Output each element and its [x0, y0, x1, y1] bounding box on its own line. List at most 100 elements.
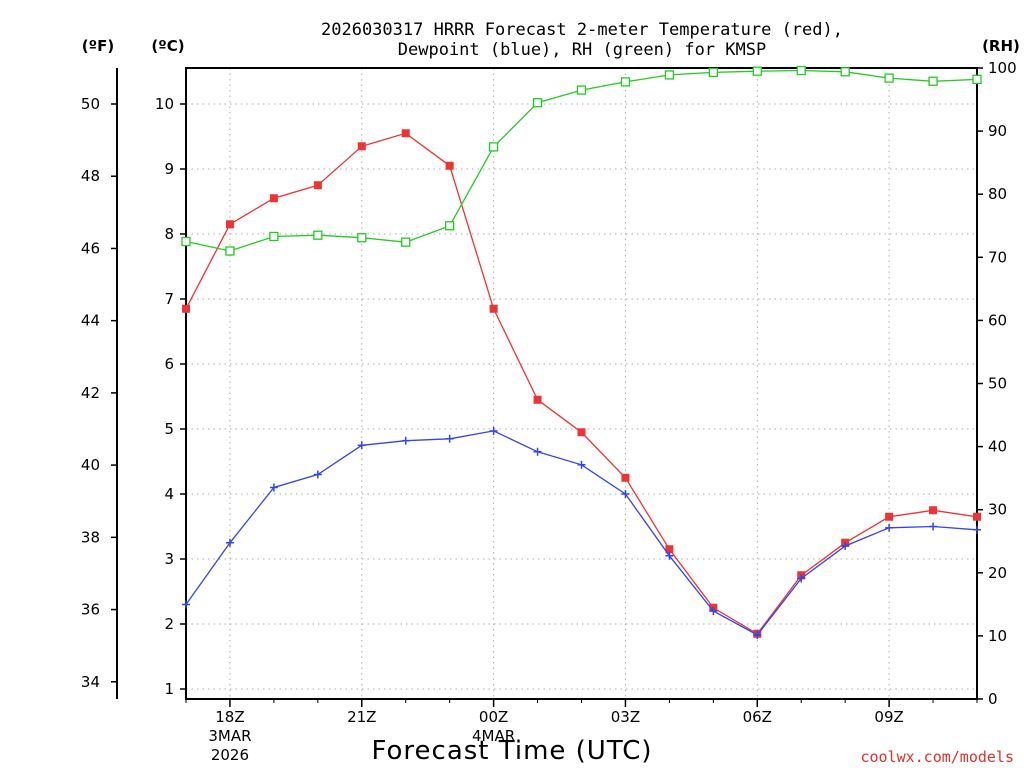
x-date-label: 4MAR: [472, 727, 515, 745]
fahrenheit-tick-label: 48: [81, 167, 100, 185]
rh-unit-label: (RH): [982, 37, 1020, 55]
dewpoint-point: [973, 525, 981, 534]
celsius-tick-label: 1: [164, 680, 174, 698]
celsius-unit-label: (ºC): [151, 37, 184, 55]
fahrenheit-tick-label: 34: [81, 673, 100, 691]
x-tick-label: 06Z: [743, 708, 772, 726]
rh-point: [884, 73, 894, 83]
temperature-point: [225, 220, 234, 229]
celsius-tick-label: 10: [155, 95, 174, 113]
temperature-point: [577, 428, 586, 437]
fahrenheit-unit-label: (ºF): [82, 37, 114, 55]
x-tick-label: 21Z: [347, 708, 376, 726]
x-tick-label: 09Z: [874, 708, 903, 726]
celsius-tick-label: 2: [164, 615, 174, 633]
rh-tick-label: 80: [988, 185, 1007, 203]
rh-tick-label: 70: [988, 248, 1007, 266]
rh-tick-label: 60: [988, 311, 1007, 329]
x-axis-title: Forecast Time (UTC): [371, 736, 652, 766]
temperature-point: [973, 512, 981, 521]
x-tick-label: 00Z: [479, 708, 508, 726]
rh-point: [752, 66, 762, 76]
axes: [111, 67, 983, 707]
rh-tick-label: 30: [988, 501, 1007, 519]
temperature-point: [929, 506, 938, 515]
rh-point: [313, 230, 323, 240]
rh-tick-label: 90: [988, 122, 1007, 140]
dewpoint-point: [709, 607, 718, 615]
x-date-label: 3MAR: [208, 727, 251, 745]
dewpoint-point: [357, 441, 366, 450]
rh-tick-label: 10: [988, 627, 1007, 645]
dewpoint-point: [797, 574, 806, 583]
rh-point: [928, 76, 938, 86]
rh-point: [796, 65, 806, 76]
celsius-tick-label: 6: [164, 355, 174, 373]
credit-label: coolwx.com/models: [860, 748, 1014, 766]
rh-tick-label: 50: [988, 375, 1007, 393]
dewpoint-point: [445, 434, 454, 443]
dewpoint-point: [269, 483, 278, 492]
temperature-point: [357, 142, 366, 151]
dewpoint-point: [401, 436, 410, 445]
dewpoint-point: [225, 538, 234, 547]
x-tick-label: 18Z: [215, 708, 244, 726]
rh-tick-label: 20: [988, 564, 1007, 582]
celsius-tick-label: 4: [164, 485, 174, 503]
dewpoint-point: [533, 447, 542, 456]
rh-tick-label: 0: [988, 690, 998, 708]
rh-line: [185, 69, 978, 252]
x-tick-label: 03Z: [611, 708, 640, 726]
fahrenheit-tick-label: 36: [81, 601, 100, 619]
rh-tick-label: 100: [988, 59, 1017, 77]
temperature-point: [621, 473, 630, 482]
x-date-label: 2026: [211, 746, 249, 764]
rh-point: [225, 246, 235, 256]
plot-frame: [185, 67, 978, 700]
rh-point: [664, 70, 675, 80]
dewpoint-point: [665, 551, 674, 560]
dewpoint-point: [577, 460, 586, 469]
fahrenheit-tick-label: 40: [81, 456, 100, 474]
rh-point: [972, 74, 982, 85]
rh-point: [488, 142, 499, 152]
dewpoint-point: [489, 426, 498, 435]
fahrenheit-tick-label: 46: [81, 239, 100, 257]
title-line-2: Dewpoint (blue), RH (green) for KMSP: [398, 40, 766, 60]
celsius-tick-label: 9: [164, 160, 174, 178]
celsius-tick-label: 7: [164, 290, 174, 308]
fahrenheit-tick-label: 42: [81, 384, 100, 402]
rh-point: [181, 236, 191, 247]
rh-point: [620, 77, 631, 87]
dewpoint-point: [841, 542, 850, 550]
chart-title: 2026030317 HRRR Forecast 2-meter Tempera…: [321, 20, 843, 60]
series-dewpoint: [182, 426, 981, 640]
temperature-point: [401, 129, 410, 138]
fahrenheit-tick-label: 50: [81, 95, 100, 113]
dewpoint-point: [753, 631, 762, 640]
rh-point: [445, 221, 455, 231]
temperature-point: [533, 395, 542, 404]
dewpoint-point: [885, 523, 894, 532]
temperature-point: [885, 512, 894, 521]
celsius-tick-label: 3: [164, 550, 174, 568]
temperature-point: [489, 304, 498, 313]
rh-tick-label: 40: [988, 438, 1007, 456]
dewpoint-point: [621, 490, 630, 498]
rh-point: [840, 67, 850, 77]
rh-point: [576, 85, 587, 95]
temperature-point: [665, 545, 674, 554]
rh-point: [357, 233, 367, 243]
fahrenheit-tick-label: 38: [81, 528, 100, 546]
celsius-tick-label: 5: [164, 420, 174, 438]
tick-labels: 3436384042444648501234567891001020304050…: [81, 59, 1017, 764]
celsius-tick-label: 8: [164, 225, 174, 243]
dewpoint-point: [182, 600, 190, 609]
rh-point: [532, 98, 543, 108]
fahrenheit-tick-label: 44: [81, 312, 100, 330]
temperature-point: [269, 194, 278, 203]
rh-point: [708, 67, 718, 78]
title-line-1: 2026030317 HRRR Forecast 2-meter Tempera…: [321, 20, 843, 40]
rh-point: [401, 237, 411, 247]
series-temperature: [182, 129, 981, 638]
